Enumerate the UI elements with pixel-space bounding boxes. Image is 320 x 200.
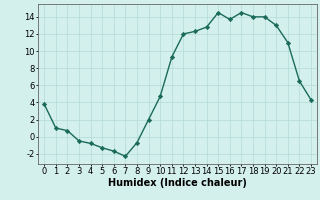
X-axis label: Humidex (Indice chaleur): Humidex (Indice chaleur) xyxy=(108,178,247,188)
